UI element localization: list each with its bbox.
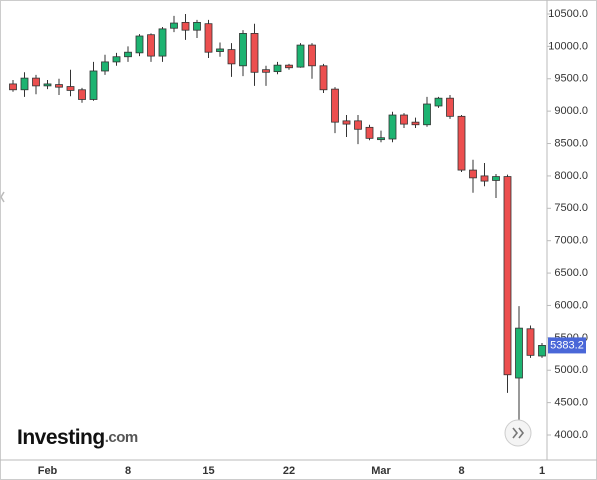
candle-body — [32, 77, 40, 87]
scroll-to-end-button[interactable] — [504, 419, 532, 447]
candle-body — [411, 121, 420, 126]
candle-body — [101, 61, 109, 72]
candle-body — [158, 28, 167, 57]
candle-body — [43, 83, 52, 87]
candle-body — [296, 44, 305, 68]
candle-body — [66, 86, 75, 91]
y-tick-label: 10500.0 — [548, 8, 588, 20]
candle-body — [170, 22, 178, 29]
candle-body — [20, 77, 29, 91]
candle-body — [227, 49, 236, 65]
y-tick-label: 7000.0 — [554, 235, 588, 247]
y-tick-label: 9000.0 — [554, 105, 588, 117]
candle-body — [515, 327, 523, 379]
y-tick-label: 7500.0 — [554, 202, 588, 214]
candle-body — [147, 34, 155, 57]
candle-body — [9, 83, 17, 91]
x-tick-label: 8 — [458, 465, 464, 477]
candle-body — [388, 114, 397, 140]
x-tick-label: Mar — [371, 465, 391, 477]
y-tick-label: 9500.0 — [554, 73, 588, 85]
brand-suffix: .com — [105, 429, 138, 446]
y-tick-label: 8000.0 — [554, 170, 588, 182]
y-tick-label: 6000.0 — [554, 299, 588, 311]
candle-body — [262, 69, 270, 73]
candle-body — [124, 51, 132, 58]
candle-body — [342, 120, 351, 125]
y-tick-label: 6500.0 — [554, 267, 588, 279]
candle-body — [434, 97, 443, 107]
candle-body — [503, 176, 512, 376]
candle-body — [469, 169, 477, 179]
x-tick-label: 8 — [125, 465, 131, 477]
candle-body — [526, 328, 535, 356]
candle-body — [204, 23, 213, 53]
candle-body — [181, 22, 190, 31]
candle-body — [446, 97, 454, 117]
y-tick-label: 4500.0 — [554, 397, 588, 409]
candle-body — [273, 64, 282, 73]
candle-body — [308, 44, 316, 67]
candle-body — [55, 84, 63, 88]
y-tick-label: 8500.0 — [554, 137, 588, 149]
candle-body — [400, 114, 408, 125]
y-tick-label: 10000.0 — [548, 40, 588, 52]
candle-body — [285, 64, 293, 69]
candle-body — [457, 115, 466, 171]
candle-body — [250, 33, 259, 73]
x-tick-label: 1 — [539, 465, 545, 477]
brand-name: Investing.com — [17, 426, 138, 449]
candle-body — [492, 176, 500, 181]
candle-body — [480, 175, 489, 182]
candle-body — [423, 103, 431, 126]
candle-body — [319, 65, 328, 91]
candle-body — [193, 22, 201, 31]
candle-body — [354, 120, 362, 130]
candle-body — [365, 126, 374, 139]
x-tick-label: 22 — [283, 465, 295, 477]
candle-body — [89, 70, 98, 100]
candles — [9, 13, 546, 426]
candle-body — [331, 88, 339, 123]
scroll-handle[interactable] — [0, 191, 5, 203]
y-tick-label: 4000.0 — [554, 429, 588, 441]
candle-body — [538, 345, 546, 357]
candle-body — [135, 35, 144, 54]
candle-body — [377, 137, 385, 141]
x-tick-label: 15 — [202, 465, 214, 477]
candle-body — [78, 89, 86, 100]
candle-body — [216, 48, 224, 52]
y-tick-label: 5000.0 — [554, 364, 588, 376]
brand-main: Investing — [17, 426, 105, 449]
x-tick-label: Feb — [38, 465, 58, 477]
candle-body — [239, 33, 247, 67]
candle-body — [112, 56, 121, 63]
price-label-bg — [548, 337, 586, 354]
price-label: 5383.2 — [550, 339, 584, 351]
